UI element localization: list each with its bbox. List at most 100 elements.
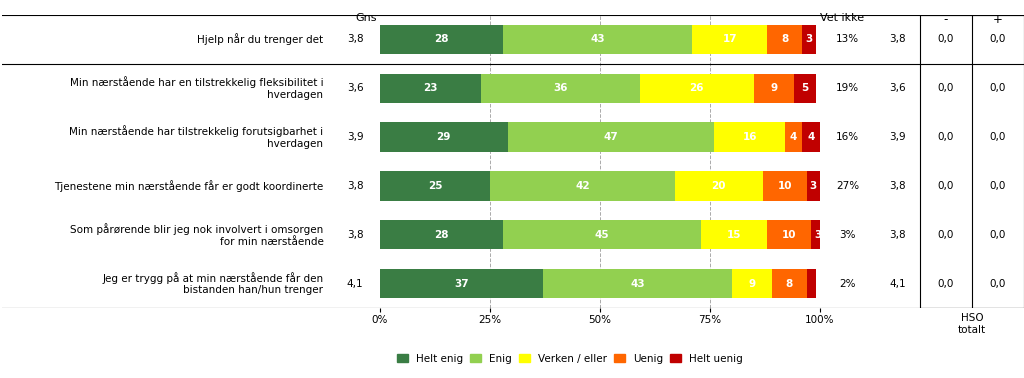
Text: 9: 9 [749,279,756,288]
Text: 43: 43 [630,279,645,288]
Bar [807,269,815,298]
Text: 3: 3 [805,34,813,45]
Text: Hjelp når du trenger det: Hjelp når du trenger det [198,34,324,45]
Bar [380,74,481,103]
Bar [503,220,701,249]
Bar [803,25,815,54]
Bar [767,220,811,249]
Text: 19%: 19% [836,83,859,93]
Text: Jeg er trygg på at min nærstående får den
bistanden han/hun trenger: Jeg er trygg på at min nærstående får de… [102,272,324,295]
Text: 23: 23 [423,83,438,93]
Text: 0,0: 0,0 [990,279,1007,288]
Text: 20: 20 [712,181,726,191]
Bar [380,269,543,298]
Text: 0,0: 0,0 [990,132,1007,142]
Text: 28: 28 [434,34,449,45]
Text: 5: 5 [801,83,808,93]
Text: 4,1: 4,1 [889,279,906,288]
Text: HSO
totalt: HSO totalt [957,313,986,335]
Text: 2%: 2% [840,279,856,288]
Text: 0,0: 0,0 [990,83,1007,93]
Bar [784,122,803,152]
Text: 28: 28 [434,230,449,240]
Text: 8: 8 [785,279,793,288]
Text: 0,0: 0,0 [990,181,1007,191]
Text: 0,0: 0,0 [938,34,954,45]
Bar [811,220,824,249]
Bar [380,171,490,201]
Text: 15: 15 [727,230,741,240]
Legend: Helt enig, Enig, Verken / eller, Uenig, Helt uenig: Helt enig, Enig, Verken / eller, Uenig, … [393,349,746,368]
Text: 0,0: 0,0 [938,279,954,288]
Bar [772,269,807,298]
Text: Min nærstående har en tilstrekkelig fleksibilitet i
hverdagen: Min nærstående har en tilstrekkelig flek… [70,76,324,100]
Text: 4: 4 [808,132,815,142]
Text: 0,0: 0,0 [938,83,954,93]
Text: 0,0: 0,0 [938,230,954,240]
Text: 3,8: 3,8 [889,230,906,240]
Bar [380,25,503,54]
Bar [715,122,784,152]
Text: 3,6: 3,6 [347,83,364,93]
Text: 3,8: 3,8 [347,181,364,191]
Text: Tjenestene min nærstående får er godt koordinerte: Tjenestene min nærstående får er godt ko… [54,180,324,192]
Bar [640,74,754,103]
Text: 0,0: 0,0 [990,34,1007,45]
Text: 4,1: 4,1 [347,279,364,288]
Text: 17: 17 [723,34,737,45]
Text: 0,0: 0,0 [990,230,1007,240]
Text: 45: 45 [595,230,609,240]
Text: 16%: 16% [836,132,859,142]
Text: 47: 47 [603,132,618,142]
Text: 3: 3 [814,230,821,240]
Text: 26: 26 [689,83,705,93]
Text: 3%: 3% [840,230,856,240]
Text: 10: 10 [777,181,792,191]
Bar [794,74,815,103]
Text: 13%: 13% [836,34,859,45]
Bar [692,25,767,54]
Text: Gns: Gns [355,13,377,23]
Bar [543,269,732,298]
Text: 37: 37 [454,279,469,288]
Bar [754,74,794,103]
Bar [503,25,692,54]
Text: 3,9: 3,9 [889,132,906,142]
Bar [380,220,503,249]
Bar [675,171,763,201]
Text: 0,0: 0,0 [938,132,954,142]
Text: Som pårørende blir jeg nok involvert i omsorgen
for min nærstående: Som pårørende blir jeg nok involvert i o… [71,223,324,246]
Text: 4: 4 [790,132,798,142]
Bar [920,15,1024,308]
Bar [701,220,767,249]
Bar [490,171,675,201]
Text: 3,8: 3,8 [347,230,364,240]
Bar [803,122,820,152]
Bar [763,171,807,201]
Text: -: - [944,13,948,26]
Text: 25: 25 [428,181,442,191]
Text: 3,8: 3,8 [347,34,364,45]
Text: 3,8: 3,8 [889,181,906,191]
Bar [807,171,820,201]
Bar [767,25,803,54]
Bar [508,122,715,152]
Text: 29: 29 [436,132,451,142]
Text: 3,9: 3,9 [347,132,364,142]
Text: 36: 36 [553,83,567,93]
Text: 10: 10 [782,230,797,240]
Text: 3,8: 3,8 [889,34,906,45]
Text: +: + [993,13,1002,26]
Text: 27%: 27% [836,181,859,191]
Bar [732,269,772,298]
Text: 16: 16 [742,132,757,142]
Text: 3,6: 3,6 [889,83,906,93]
Bar [380,122,508,152]
Text: 0,0: 0,0 [938,181,954,191]
Text: 43: 43 [591,34,605,45]
Text: 42: 42 [575,181,590,191]
Text: 3: 3 [810,181,817,191]
Bar [481,74,640,103]
Text: Min nærstående har tilstrekkelig forutsigbarhet i
hverdagen: Min nærstående har tilstrekkelig forutsi… [70,125,324,149]
Text: 8: 8 [781,34,788,45]
